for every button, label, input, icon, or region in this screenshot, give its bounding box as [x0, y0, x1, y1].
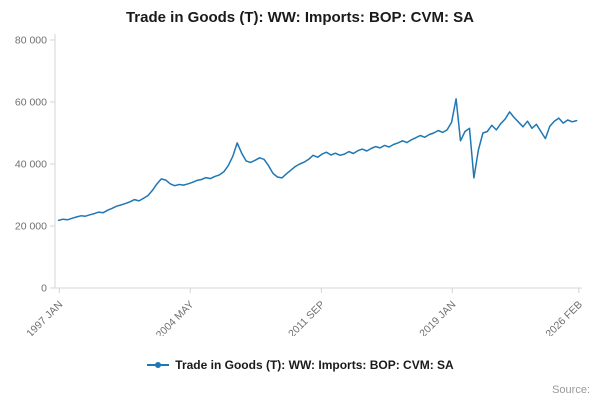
svg-text:2026 FEB: 2026 FEB [543, 299, 585, 336]
svg-text:2019 JAN: 2019 JAN [417, 299, 458, 336]
svg-text:40 000: 40 000 [15, 159, 47, 171]
svg-text:0: 0 [41, 283, 47, 295]
source-text: Source: [552, 384, 590, 396]
svg-text:1997 JAN: 1997 JAN [24, 299, 65, 336]
line-chart-plot-area[interactable]: 0 20 000 40 000 60 000 80 000 1997 JAN 2004 MA… [0, 28, 600, 336]
legend-line-marker-icon [147, 362, 170, 368]
svg-text:2011 SEP: 2011 SEP [286, 299, 327, 336]
svg-text:60 000: 60 000 [15, 97, 47, 109]
svg-text:20 000: 20 000 [15, 221, 47, 233]
legend-item[interactable]: Trade in Goods (T): WW: Imports: BOP: CV… [146, 358, 454, 372]
legend-label: Trade in Goods (T): WW: Imports: BOP: CV… [175, 358, 454, 372]
legend: Trade in Goods (T): WW: Imports: BOP: CV… [0, 358, 600, 372]
svg-text:2004 MAY: 2004 MAY [154, 299, 197, 336]
chart-title: Trade in Goods (T): WW: Imports: BOP: CV… [125, 9, 475, 26]
svg-text:80 000: 80 000 [15, 35, 47, 47]
